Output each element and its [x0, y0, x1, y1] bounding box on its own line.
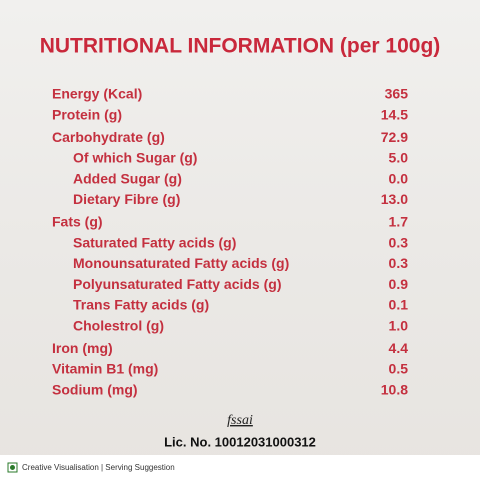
nutrient-value: 14.5 [381, 107, 408, 123]
footer-note: Creative Visualisation | Serving Suggest… [22, 463, 175, 472]
nutrition-table: Energy (Kcal) 365 Protein (g) 14.5 Carbohydr… [52, 86, 408, 398]
nutrient-value: 72.9 [381, 129, 408, 145]
nutrient-value: 0.0 [389, 170, 409, 186]
nutrient-label: Saturated Fatty acids (g) [73, 234, 236, 250]
nutrient-label: Of which Sugar (g) [73, 150, 197, 166]
nutrient-label: Polyunsaturated Fatty acids (g) [73, 276, 281, 292]
nutrient-label: Monounsaturated Fatty acids (g) [73, 255, 289, 271]
nutrient-label: Carbohydrate (g) [52, 129, 165, 145]
nutrient-value: 1.0 [389, 318, 409, 334]
nutrient-label: Added Sugar (g) [73, 170, 182, 186]
nutrient-label: Vitamin B1 (mg) [52, 361, 158, 377]
nutrient-value: 0.3 [389, 255, 409, 271]
nutrient-label: Iron (mg) [52, 340, 113, 356]
nutrient-value: 365 [385, 86, 409, 102]
fssai-logo: fssai [227, 413, 253, 428]
veg-dot [10, 465, 15, 470]
license-number: Lic. No. 10012031000312 [164, 434, 316, 449]
nutrient-label: Cholestrol (g) [73, 318, 164, 334]
nutrient-value: 0.9 [389, 276, 409, 292]
footer-bar [0, 455, 480, 480]
nutrient-value: 1.7 [389, 214, 409, 230]
nutrient-value: 0.3 [389, 234, 409, 250]
nutrient-value: 0.5 [389, 361, 409, 377]
nutrient-label: Energy (Kcal) [52, 86, 142, 102]
title: NUTRITIONAL INFORMATION (per 100g) [40, 35, 441, 58]
veg-mark [7, 462, 18, 473]
nutrient-value: 10.8 [381, 381, 408, 397]
nutrient-value: 13.0 [381, 191, 408, 207]
nutrient-label: Fats (g) [52, 214, 103, 230]
nutrient-label: Sodium (mg) [52, 381, 138, 397]
nutrient-value: 4.4 [389, 340, 409, 356]
nutrient-label: Trans Fatty acids (g) [73, 297, 209, 313]
nutrient-label: Dietary Fibre (g) [73, 191, 180, 207]
nutrient-label: Protein (g) [52, 107, 122, 123]
nutrient-value: 0.1 [389, 297, 409, 313]
nutrient-value: 5.0 [389, 150, 409, 166]
